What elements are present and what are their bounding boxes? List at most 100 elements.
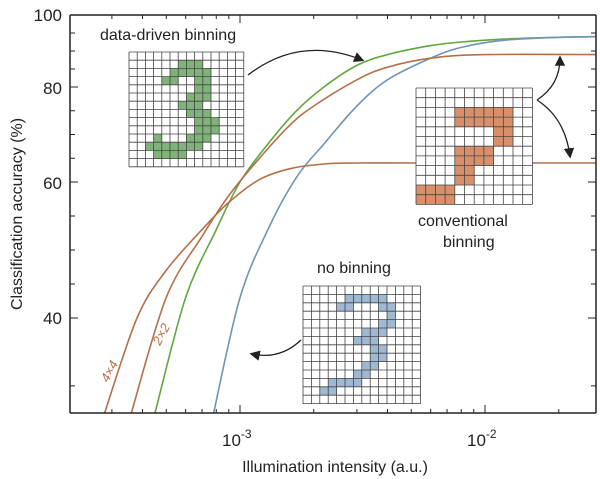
digit-pixel <box>483 146 494 156</box>
digit-pixel <box>161 76 170 85</box>
digit-pixel <box>194 60 203 69</box>
digit-pixel <box>186 101 195 110</box>
digit-pixel <box>194 134 203 143</box>
digit-pixel <box>186 142 195 151</box>
digit-pixel <box>361 370 371 379</box>
digit-grid-conventional <box>415 87 533 205</box>
digit-pixel <box>194 84 203 93</box>
arrow-conventional-up <box>536 55 566 101</box>
digit-pixel <box>211 117 220 126</box>
digit-pixel <box>378 302 387 312</box>
digit-pixel <box>161 150 170 159</box>
digit-pixel <box>435 194 446 205</box>
annotation-no-binning: no binning <box>317 260 391 277</box>
digit-pixel <box>464 165 475 176</box>
annotation-data-driven: data-driven binning <box>100 27 236 44</box>
digit-pixel <box>378 319 387 328</box>
digit-pixel <box>145 142 154 151</box>
digit-pixel <box>194 93 203 102</box>
series-line-0 <box>154 35 596 413</box>
digit-pixel <box>153 134 162 143</box>
xtick-base: 10 <box>467 431 486 450</box>
digit-pixel <box>178 68 187 77</box>
digit-pixel <box>454 146 465 156</box>
digit-pixel <box>387 302 396 312</box>
digit-pixel <box>493 126 504 137</box>
digit-pixel <box>425 194 436 205</box>
digit-pixel <box>170 68 179 77</box>
ytick-label-80: 80 <box>43 79 62 98</box>
digit-pixel <box>387 311 396 320</box>
digit-grid-no-binning <box>302 285 422 405</box>
digit-pixel <box>445 185 455 195</box>
digit-pixel <box>370 294 379 303</box>
digit-pixel <box>194 109 203 118</box>
digit-pixel <box>378 353 387 362</box>
digit-pixel <box>353 294 362 303</box>
digit-pixel <box>194 76 203 85</box>
digit-pixel <box>353 336 362 345</box>
xtick-label-1e-3: 10-3 <box>222 427 252 450</box>
digit-pixel <box>345 302 354 312</box>
digit-pixel <box>319 386 329 396</box>
digit-pixel <box>361 361 371 370</box>
digit-pixel <box>345 378 354 387</box>
digit-pixel <box>454 117 465 127</box>
arrow-no-binning <box>249 339 302 361</box>
arrow-data-driven <box>247 49 365 76</box>
digit-pixel <box>361 328 371 337</box>
x-axis-label: Illumination intensity (a.u.) <box>242 459 428 476</box>
digit-pixel <box>503 126 513 137</box>
digit-pixel <box>474 146 484 156</box>
xtick-exponent: -3 <box>241 427 252 441</box>
digit-pixel <box>161 142 170 151</box>
digit-pixel <box>454 155 465 166</box>
digit-pixel <box>464 146 475 156</box>
digit-pixel <box>474 107 484 118</box>
digit-pixel <box>378 328 387 337</box>
digit-pixel <box>454 175 465 185</box>
digit-pixel <box>361 336 371 345</box>
digit-pixel <box>202 117 211 126</box>
digit-grid-data-driven <box>128 51 245 168</box>
digit-pixel <box>483 155 494 166</box>
digit-pixel <box>416 194 426 205</box>
digit-pixel <box>194 142 203 151</box>
digit-pixel <box>178 142 187 151</box>
digit-pixel <box>464 155 475 166</box>
xtick-base: 10 <box>222 431 241 450</box>
digit-pixel <box>211 125 220 134</box>
digit-pixel <box>170 142 179 151</box>
digit-pixel <box>202 93 211 102</box>
digit-pixel <box>194 101 203 110</box>
digit-pixel <box>454 107 465 118</box>
digit-pixel <box>353 378 362 387</box>
digit-pixel <box>178 60 187 69</box>
digit-pixel <box>202 109 211 118</box>
series-line-2 <box>130 53 596 413</box>
digit-pixel <box>328 386 337 396</box>
digit-pixel <box>345 294 354 303</box>
y-axis-label: Classification accuracy (%) <box>9 118 26 310</box>
digit-pixel <box>178 150 187 159</box>
digit-pixel <box>464 175 475 185</box>
digit-pixel <box>153 150 162 159</box>
digit-pixel <box>425 185 436 195</box>
digit-pixel <box>328 378 337 387</box>
digit-pixel <box>370 336 379 345</box>
digit-pixel <box>474 155 484 166</box>
digit-pixel <box>370 344 379 354</box>
digit-pixel <box>202 76 211 85</box>
digit-pixel <box>483 107 494 118</box>
annotation-conventional-2: binning <box>443 234 495 251</box>
digit-pixel <box>370 353 379 362</box>
digit-pixel <box>378 344 387 354</box>
digit-pixel <box>194 125 203 134</box>
digit-pixel <box>186 134 195 143</box>
ytick-label-40: 40 <box>43 309 62 328</box>
digit-pixel <box>202 134 211 143</box>
digit-pixel <box>474 117 484 127</box>
digit-pixel <box>464 107 475 118</box>
xtick-exponent: -2 <box>486 427 497 441</box>
digit-pixel <box>503 107 513 118</box>
